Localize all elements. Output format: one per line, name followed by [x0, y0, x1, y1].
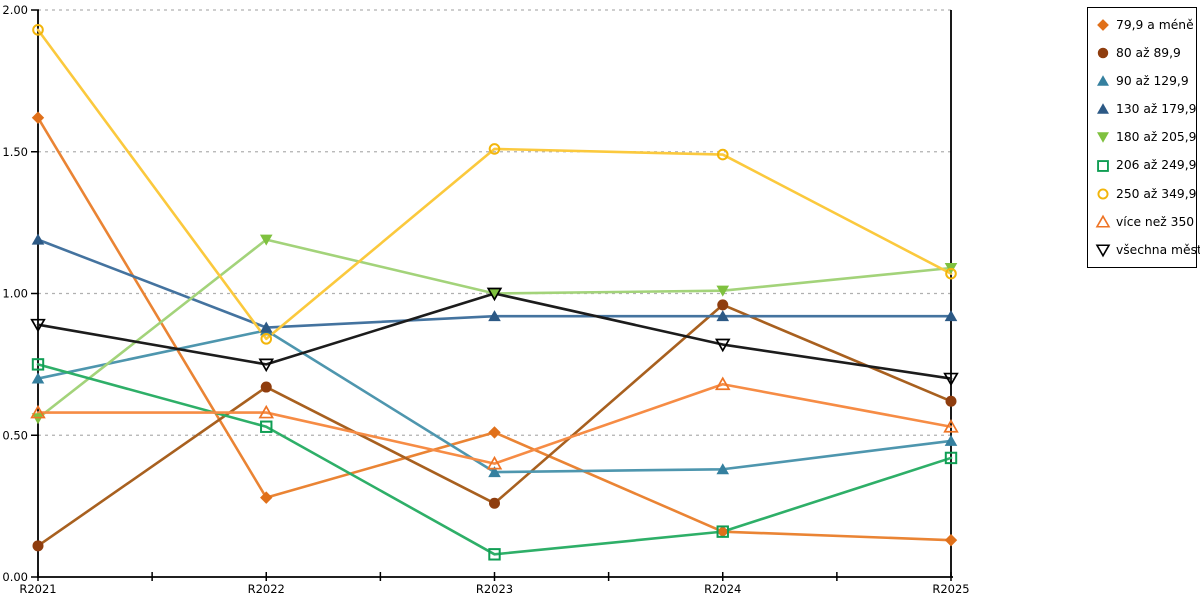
- legend-marker-icon: [1097, 132, 1109, 144]
- triangle-down-icon: [1097, 132, 1109, 144]
- data-point[interactable]: [486, 287, 503, 302]
- legend-label: více než 350: [1116, 214, 1195, 229]
- series-line: [36, 292, 953, 380]
- data-point[interactable]: [258, 404, 275, 419]
- x-tick-label: R2023: [476, 582, 513, 596]
- data-point[interactable]: [260, 420, 273, 433]
- data-point[interactable]: [488, 426, 501, 439]
- data-point[interactable]: [943, 419, 959, 433]
- y-tick-label: 1.50: [2, 145, 28, 159]
- circle-icon: [1097, 188, 1109, 200]
- chart-legend: 79,9 a méně 80 až 89,9 90 až 129,9 130 až 1…: [1087, 7, 1200, 268]
- legend-marker-icon: [1097, 19, 1109, 31]
- data-point[interactable]: [716, 148, 729, 161]
- legend-marker-icon: [1097, 75, 1109, 87]
- data-point[interactable]: [488, 310, 501, 322]
- legend-marker-icon: [1097, 159, 1109, 172]
- data-point[interactable]: [260, 333, 273, 345]
- series-line: [36, 382, 953, 465]
- data-point[interactable]: [717, 299, 729, 311]
- data-point[interactable]: [31, 413, 45, 425]
- data-point[interactable]: [716, 525, 729, 538]
- series-line: [36, 363, 953, 556]
- data-point[interactable]: [259, 321, 273, 333]
- data-point[interactable]: [716, 525, 729, 538]
- data-point[interactable]: [30, 404, 46, 419]
- legend-item[interactable]: více než 350: [1095, 214, 1194, 230]
- data-point[interactable]: [259, 234, 273, 246]
- legend-item[interactable]: všechna města: [1095, 242, 1200, 258]
- data-point[interactable]: [489, 497, 500, 509]
- legend-marker-icon: [1095, 214, 1111, 228]
- x-tick-label: R2024: [704, 582, 741, 596]
- data-point[interactable]: [260, 491, 273, 504]
- data-point[interactable]: [488, 143, 501, 155]
- y-tick-label: 0.00: [2, 570, 28, 584]
- legend-marker-icon: [1097, 47, 1109, 59]
- data-point[interactable]: [32, 540, 44, 552]
- legend-item[interactable]: 250 až 349,9: [1095, 186, 1197, 202]
- legend-item[interactable]: 206 až 249,9: [1095, 158, 1197, 174]
- x-tick-label: R2025: [932, 582, 969, 596]
- data-point[interactable]: [944, 310, 958, 322]
- diamond-icon: [1097, 19, 1109, 31]
- data-point[interactable]: [486, 455, 503, 470]
- triangle-up-icon: [1097, 75, 1109, 87]
- data-point[interactable]: [716, 285, 730, 297]
- legend-item[interactable]: 90 až 129,9: [1095, 73, 1194, 89]
- legend-label: 130 až 179,9: [1116, 102, 1197, 117]
- series-line: [36, 28, 953, 341]
- data-point[interactable]: [714, 376, 731, 391]
- data-point[interactable]: [258, 358, 275, 373]
- y-tick-label: 0.50: [2, 428, 28, 442]
- legend-item[interactable]: 180 až 205,9: [1095, 129, 1197, 145]
- legend-marker-icon: [1097, 188, 1109, 200]
- data-point[interactable]: [716, 310, 730, 322]
- data-point[interactable]: [488, 466, 501, 478]
- x-tick-label: R2021: [19, 582, 56, 596]
- series-line: [36, 303, 953, 548]
- data-point[interactable]: [716, 463, 730, 475]
- legend-label: 180 až 205,9: [1116, 130, 1197, 145]
- legend-marker-icon: [1095, 244, 1111, 258]
- triangle-down-icon: [1095, 244, 1111, 258]
- data-point[interactable]: [944, 451, 958, 465]
- data-point[interactable]: [31, 372, 45, 384]
- series-line: [36, 238, 953, 420]
- data-point[interactable]: [945, 267, 957, 280]
- legend-label: 250 až 349,9: [1116, 186, 1197, 201]
- y-tick-label: 1.00: [2, 287, 28, 301]
- legend-label: 80 až 89,9: [1116, 46, 1181, 60]
- triangle-up-icon: [1097, 103, 1109, 115]
- legend-item[interactable]: 130 až 179,9: [1095, 101, 1197, 117]
- circle-icon: [1097, 47, 1109, 59]
- square-icon: [1097, 159, 1109, 172]
- legend-label: 206 až 249,9: [1116, 158, 1197, 173]
- data-point[interactable]: [943, 372, 959, 387]
- legend-marker-icon: [1097, 103, 1109, 115]
- data-point[interactable]: [488, 548, 501, 561]
- triangle-up-icon: [1095, 214, 1111, 228]
- data-point[interactable]: [260, 381, 272, 393]
- data-point[interactable]: [945, 395, 957, 407]
- legend-label: 90 až 129,9: [1116, 74, 1189, 89]
- data-point[interactable]: [31, 111, 45, 124]
- data-point[interactable]: [31, 358, 45, 371]
- data-point[interactable]: [944, 434, 958, 446]
- legend-item[interactable]: 80 až 89,9: [1095, 45, 1194, 61]
- data-point[interactable]: [944, 533, 958, 547]
- legend-item[interactable]: 79,9 a méně: [1095, 17, 1194, 33]
- data-point[interactable]: [488, 288, 501, 300]
- legend-label: všechna města: [1116, 242, 1200, 257]
- data-point[interactable]: [32, 24, 44, 36]
- y-tick-label: 2.00: [2, 3, 28, 17]
- data-point[interactable]: [31, 233, 45, 245]
- legend-label: 79,9 a méně: [1116, 17, 1194, 32]
- data-point[interactable]: [714, 338, 731, 353]
- data-point[interactable]: [30, 318, 46, 333]
- x-tick-label: R2022: [248, 582, 285, 596]
